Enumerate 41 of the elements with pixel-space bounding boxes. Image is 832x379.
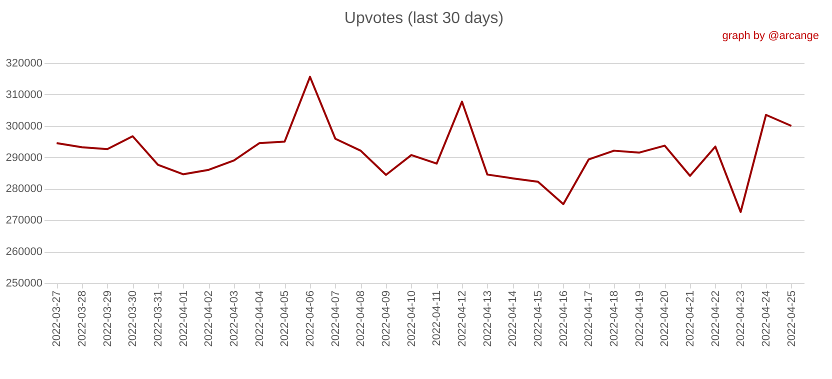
x-tick-label: 2022-04-13	[482, 290, 494, 347]
x-tick-label: 2022-04-24	[760, 290, 772, 347]
y-tick-label: 270000	[6, 214, 42, 227]
x-tick-label: 2022-04-25	[786, 290, 798, 347]
y-tick-label: 260000	[6, 246, 42, 258]
y-tick-label: 310000	[6, 88, 42, 101]
x-tick-label: 2022-04-22	[710, 290, 722, 347]
y-tick-label: 280000	[6, 183, 42, 196]
x-tick-label: 2022-04-14	[507, 290, 520, 347]
x-tick-label: 2022-04-16	[558, 290, 570, 347]
x-tick-label: 2022-04-11	[431, 290, 444, 346]
x-tick-label: 2022-04-06	[304, 290, 316, 347]
x-tick-label: 2022-03-29	[102, 290, 114, 347]
text: graph by @arcange	[722, 30, 819, 42]
x-tick-label: 2022-03-27	[51, 290, 64, 347]
chart-title: Upvotes (last 30 days)	[344, 10, 504, 27]
x-tick-label: 2022-04-23	[735, 290, 748, 347]
y-tick-label: 290000	[6, 152, 42, 164]
x-tick-label: 2022-04-07	[330, 290, 342, 347]
x-tick-label: 2022-04-15	[532, 290, 544, 347]
x-tick-label: 2022-04-12	[456, 290, 468, 347]
x-tick-label: 2022-03-28	[76, 290, 88, 347]
x-tick-label: 2022-04-05	[279, 290, 292, 347]
x-tick-label: 2022-04-20	[659, 290, 672, 347]
line-series	[56, 76, 792, 213]
x-tick-label: 2022-04-10	[406, 290, 418, 347]
x-tick-label: 2022-03-31	[152, 290, 164, 347]
y-tick-label: 250000	[6, 278, 42, 290]
x-tick-label: 2022-04-17	[583, 290, 596, 347]
x-tick-label: 2022-04-18	[608, 290, 620, 347]
x-tick-label: 2022-04-21	[684, 290, 696, 347]
y-tick-label: 320000	[6, 58, 42, 70]
x-tick-label: 2022-04-02	[203, 290, 216, 347]
x-tick-label: 2022-04-01	[178, 290, 190, 347]
x-tick-label: 2022-04-19	[634, 290, 646, 347]
x-tick-label: 2022-04-04	[254, 290, 266, 347]
x-tick-label: 2022-04-03	[228, 290, 240, 347]
x-tick-label: 2022-03-30	[127, 290, 140, 347]
x-tick-label: 2022-04-09	[380, 290, 392, 347]
x-tick-label: 2022-04-08	[355, 290, 368, 347]
y-tick-label: 300000	[6, 120, 42, 132]
